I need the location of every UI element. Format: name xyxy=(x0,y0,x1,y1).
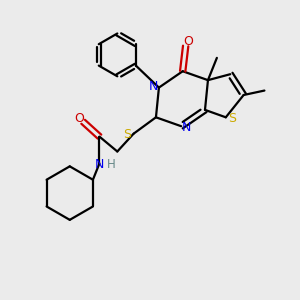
Text: N: N xyxy=(94,158,104,171)
Text: O: O xyxy=(75,112,85,125)
Text: O: O xyxy=(183,35,193,48)
Text: H: H xyxy=(106,158,115,171)
Text: N: N xyxy=(149,80,158,93)
Text: N: N xyxy=(182,121,191,134)
Text: S: S xyxy=(123,128,131,141)
Text: S: S xyxy=(228,112,236,125)
